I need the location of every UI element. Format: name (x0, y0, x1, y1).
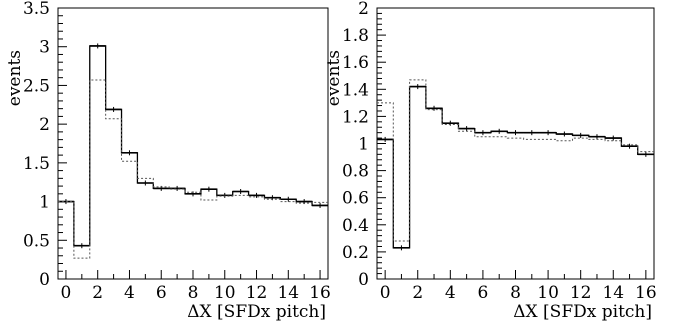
plot-frame (57, 7, 329, 280)
x-tick-label: 10 (214, 283, 236, 303)
y-tick-label: 1.8 (342, 26, 369, 46)
y-tick-label: 0.5 (23, 231, 50, 251)
right-histogram-panel: 0 0.2 0.4 0.6 0.8 1 1.2 1.4 1.6 1.8 2 0 2 4 6 8 10 12 14 16… (324, 0, 657, 322)
solid-histogram-line (377, 85, 654, 249)
x-axis-label: ΔX [SFDx pitch] (187, 302, 326, 322)
x-tick-label: 8 (510, 283, 521, 303)
x-tick-label: 14 (277, 283, 299, 303)
y-tick-label: 0.2 (342, 243, 369, 263)
x-tick-label: 16 (309, 283, 331, 303)
plot-frame (376, 7, 655, 280)
y-tick-label: 1.6 (342, 53, 369, 73)
y-tick-label: 0.6 (342, 189, 369, 209)
y-tick-label: 3.5 (23, 0, 50, 19)
x-tick-label: 4 (445, 283, 456, 303)
x-tick-label: 0 (380, 283, 391, 303)
y-axis-label: events (5, 50, 25, 106)
y-tick-label: 1.5 (23, 154, 50, 174)
y-tick-label: 1 (358, 135, 369, 155)
dotted-histogram-line (58, 79, 328, 259)
y-tick-label: 2 (39, 115, 50, 135)
y-tick-label: 0 (358, 270, 369, 290)
x-tick-label: 6 (156, 283, 167, 303)
x-tick-label: 12 (246, 283, 268, 303)
x-tick-label: 0 (61, 283, 72, 303)
x-tick-label: 8 (188, 283, 199, 303)
x-tick-label: 4 (124, 283, 135, 303)
x-tick-label: 14 (602, 283, 624, 303)
y-tick-label: 0.8 (342, 162, 369, 182)
dotted-histogram-line (377, 79, 654, 242)
y-tick-label: 1.4 (342, 80, 369, 100)
y-tick-label: 2 (358, 0, 369, 19)
y-tick-label: 3 (39, 38, 50, 58)
y-tick-label: 1 (39, 193, 50, 213)
x-tick-label: 12 (570, 283, 592, 303)
x-tick-label: 16 (635, 283, 657, 303)
x-tick-label: 2 (412, 283, 423, 303)
x-axis-label: ΔX [SFDx pitch] (513, 302, 652, 322)
y-tick-label: 0 (39, 270, 50, 290)
x-tick-label: 2 (92, 283, 103, 303)
y-tick-label: 1.2 (342, 107, 369, 127)
y-axis-label: events (324, 50, 344, 106)
solid-histogram-line (58, 45, 328, 247)
y-tick-label: 2.5 (23, 76, 50, 96)
y-tick-label: 0.4 (342, 216, 369, 236)
x-tick-label: 6 (477, 283, 488, 303)
x-tick-label: 10 (537, 283, 559, 303)
